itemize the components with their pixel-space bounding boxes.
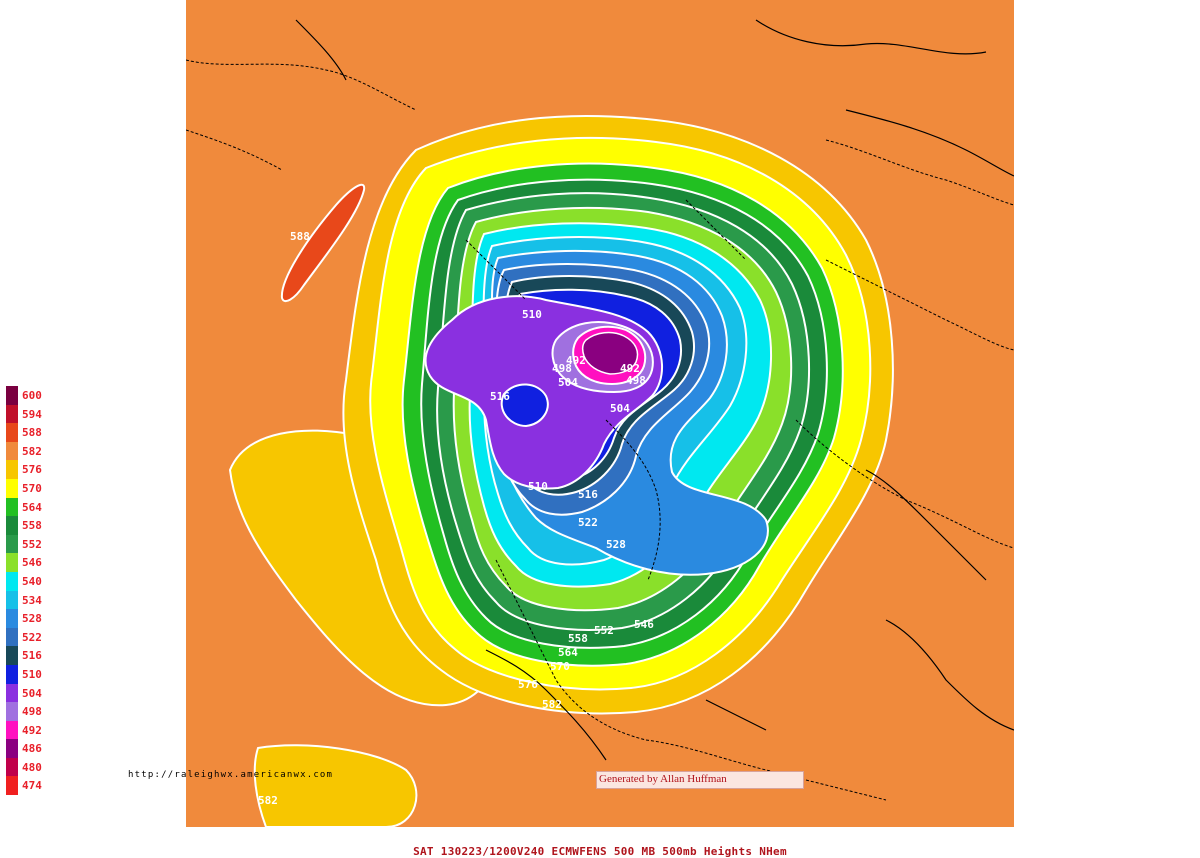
legend-row: 570 bbox=[4, 478, 46, 498]
legend-label: 498 bbox=[22, 705, 42, 719]
contour-fill-510-inner bbox=[500, 383, 549, 428]
legend-swatch bbox=[6, 627, 18, 647]
legend-row: 564 bbox=[4, 497, 46, 517]
legend-label: 474 bbox=[22, 779, 42, 793]
footer-caption: SAT 130223/1200V240 ECMWFENS 500 MB 500m… bbox=[413, 845, 787, 858]
legend-row: 516 bbox=[4, 646, 46, 665]
legend-swatch bbox=[6, 571, 18, 591]
label-582-south: 582 bbox=[258, 794, 278, 807]
height-map: 588 510 492 498 504 492 498 516 504 510 … bbox=[186, 0, 1014, 827]
label-564: 564 bbox=[558, 646, 578, 659]
legend-swatch bbox=[6, 404, 18, 424]
legend-swatch bbox=[6, 423, 18, 442]
legend-row: 600 bbox=[4, 386, 46, 405]
legend-row: 534 bbox=[4, 590, 46, 610]
legend-row: 582 bbox=[4, 441, 46, 461]
legend-row: 486 bbox=[4, 739, 46, 758]
label-510-south: 510 bbox=[528, 480, 548, 493]
legend-swatch bbox=[6, 664, 18, 684]
label-576: 576 bbox=[518, 678, 538, 691]
legend-label: 480 bbox=[22, 760, 42, 774]
legend-swatch bbox=[6, 534, 18, 554]
contour-fill-588-blob bbox=[280, 183, 366, 303]
label-522: 522 bbox=[578, 516, 598, 529]
legend-label: 576 bbox=[22, 463, 42, 477]
contour-fill-582-south bbox=[253, 744, 418, 827]
legend-label: 600 bbox=[22, 389, 42, 402]
legend-swatch bbox=[6, 516, 18, 535]
legend-swatch bbox=[6, 739, 18, 758]
legend-swatch bbox=[6, 386, 18, 405]
legend-swatch bbox=[6, 757, 18, 777]
coastlines-solid bbox=[295, 19, 1014, 761]
legend-row: 474 bbox=[4, 776, 46, 796]
label-504-west: 504 bbox=[558, 376, 578, 389]
legend-row: 504 bbox=[4, 683, 46, 703]
legend-label: 486 bbox=[22, 742, 42, 756]
legend-row: 480 bbox=[4, 757, 46, 777]
label-498-east: 498 bbox=[626, 374, 646, 387]
legend-label: 582 bbox=[22, 444, 42, 458]
legend-label: 552 bbox=[22, 537, 42, 551]
color-legend: 600 594 588 582 576 570 564 558 552 546 540 534 528 5… bbox=[4, 386, 46, 796]
legend-row: 510 bbox=[4, 664, 46, 684]
label-504-east: 504 bbox=[610, 402, 630, 415]
legend-row: 492 bbox=[4, 720, 46, 740]
legend-row: 558 bbox=[4, 516, 46, 535]
legend-label: 528 bbox=[22, 612, 42, 626]
label-570: 570 bbox=[550, 660, 570, 673]
legend-row: 522 bbox=[4, 627, 46, 647]
label-516-inner: 516 bbox=[490, 390, 510, 403]
contour-fill-486 bbox=[581, 331, 639, 375]
legend-label: 492 bbox=[22, 723, 42, 737]
legend-swatch bbox=[6, 460, 18, 479]
label-552: 552 bbox=[594, 624, 614, 637]
legend-row: 540 bbox=[4, 571, 46, 591]
legend-label: 534 bbox=[22, 593, 42, 607]
legend-swatch bbox=[6, 609, 18, 628]
legend-label: 540 bbox=[22, 574, 42, 588]
label-588: 588 bbox=[290, 230, 310, 243]
label-492-west: 492 bbox=[566, 354, 586, 367]
legend-swatch bbox=[6, 441, 18, 461]
label-582-east: 582 bbox=[542, 698, 562, 711]
legend-row: 552 bbox=[4, 534, 46, 554]
legend-swatch bbox=[6, 646, 18, 665]
legend-label: 546 bbox=[22, 556, 42, 570]
contour-labels: 588 510 492 498 504 492 498 516 504 510 … bbox=[258, 230, 654, 807]
legend-swatch bbox=[6, 553, 18, 572]
legend-row: 576 bbox=[4, 460, 46, 479]
legend-swatch bbox=[6, 497, 18, 517]
legend-swatch bbox=[6, 702, 18, 721]
legend-swatch bbox=[6, 720, 18, 740]
legend-label: 522 bbox=[22, 630, 42, 644]
legend-row: 546 bbox=[4, 553, 46, 572]
label-492-east: 492 bbox=[620, 362, 640, 375]
legend-label: 504 bbox=[22, 686, 42, 700]
legend-label: 570 bbox=[22, 481, 42, 495]
legend-label: 588 bbox=[22, 426, 42, 440]
legend-row: 498 bbox=[4, 702, 46, 721]
label-558: 558 bbox=[568, 632, 588, 645]
credit-box: Generated by Allan Huffman bbox=[596, 771, 804, 789]
legend-label: 510 bbox=[22, 667, 42, 681]
label-516-south: 516 bbox=[578, 488, 598, 501]
legend-row: 588 bbox=[4, 423, 46, 442]
legend-label: 558 bbox=[22, 519, 42, 533]
legend-row: 528 bbox=[4, 609, 46, 628]
label-510-north: 510 bbox=[522, 308, 542, 321]
source-url: http://raleighwx.americanwx.com bbox=[128, 770, 334, 780]
legend-swatch bbox=[6, 683, 18, 703]
label-498-west: 498 bbox=[552, 362, 572, 375]
credit-text: Generated by Allan Huffman bbox=[599, 773, 727, 785]
legend-swatch bbox=[6, 478, 18, 498]
legend-swatch bbox=[6, 590, 18, 610]
label-528: 528 bbox=[606, 538, 626, 551]
legend-row: 594 bbox=[4, 404, 46, 424]
legend-swatch bbox=[6, 776, 18, 796]
legend-label: 564 bbox=[22, 500, 42, 514]
legend-label: 516 bbox=[22, 649, 42, 663]
legend-label: 594 bbox=[22, 407, 42, 421]
label-546: 546 bbox=[634, 618, 654, 631]
